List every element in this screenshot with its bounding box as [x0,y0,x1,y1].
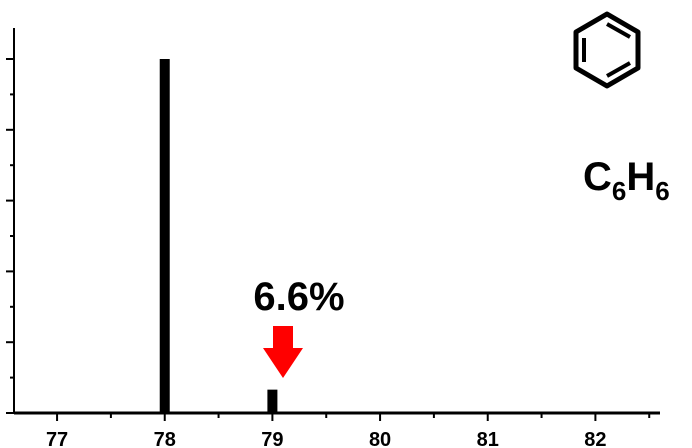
bar-m78 [159,59,170,413]
benzene-molecule: C6H6 [573,11,670,206]
formula-hydrogen: H [626,155,655,199]
x-ticks [56,413,651,421]
annotation: 6.6% [253,275,345,378]
x-tick-labels: 77 78 79 80 81 82 [46,429,607,448]
formula-hydrogen-count: 6 [655,176,669,206]
x-tick-label: 78 [154,429,176,448]
bar-m79 [267,389,278,413]
benzene-ring-icon [573,11,641,89]
formula-carbon: C [583,155,612,199]
axes: 77 78 79 80 81 82 [6,28,660,448]
x-tick-label: 80 [369,429,391,448]
annotation-label: 6.6% [253,275,344,319]
molecular-formula: C6H6 [583,155,670,206]
x-tick-label: 79 [261,429,283,448]
x-tick-label: 82 [584,429,606,448]
formula-carbon-count: 6 [612,176,626,206]
y-ticks [6,58,14,414]
x-tick-label: 77 [46,429,68,448]
x-tick-label: 81 [477,429,499,448]
bars [159,59,278,413]
red-down-arrow-icon [263,326,303,378]
